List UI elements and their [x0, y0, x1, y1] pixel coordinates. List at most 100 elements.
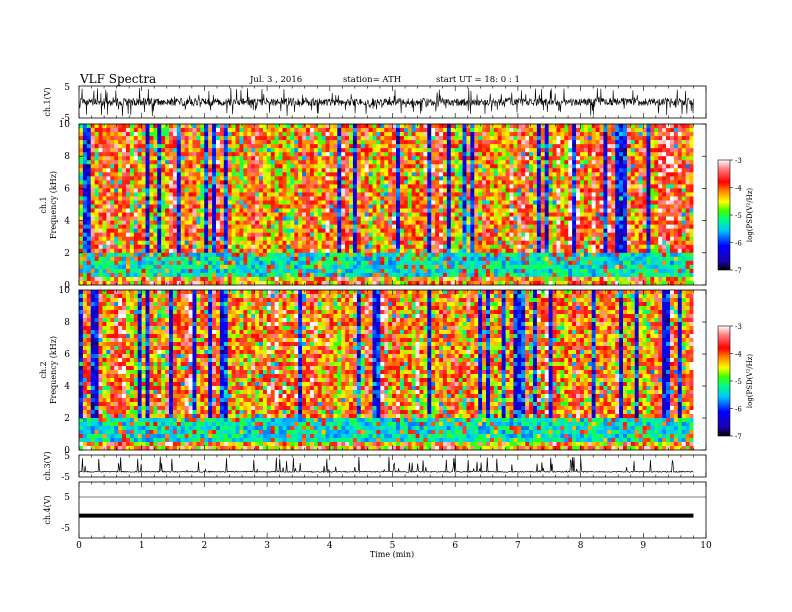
spectrogram-cell	[364, 228, 369, 233]
spectrogram-cell	[302, 252, 307, 258]
spectrogram-cell	[125, 240, 131, 246]
spectrogram-cell	[251, 252, 256, 258]
spectrogram-cell	[505, 260, 510, 266]
spectrogram-cell	[372, 176, 377, 181]
spectrogram-cell	[333, 212, 338, 217]
spectrogram-cell	[372, 156, 377, 161]
spectrogram-cell	[560, 136, 565, 141]
spectrogram-cell	[540, 252, 546, 258]
spectrogram-cell	[513, 168, 518, 173]
spectrogram-cell	[435, 168, 440, 173]
spectrogram-cell	[345, 212, 350, 217]
spectrogram-cell	[407, 192, 412, 197]
spectrogram-cell	[110, 192, 115, 197]
spectrogram-cell	[102, 200, 107, 205]
spectrogram-cell	[407, 180, 412, 185]
spectrogram-cell	[200, 124, 205, 129]
spectrogram-cell	[540, 160, 546, 165]
spectrogram-cell	[290, 260, 295, 266]
spectrogram-cell	[337, 200, 342, 205]
spectrogram-cell	[403, 180, 409, 185]
spectrogram-cell	[278, 176, 283, 181]
spectrogram-cell	[540, 228, 546, 233]
spectrogram-cell	[302, 204, 307, 209]
spectrogram-cell	[345, 164, 350, 169]
spectrogram-cell	[122, 196, 127, 201]
spectrogram-cell	[141, 240, 146, 246]
spectrogram-cell	[329, 208, 334, 213]
spectrogram-cell	[278, 232, 283, 238]
spectrogram-cell	[125, 244, 131, 250]
spectrogram-cell	[489, 156, 495, 161]
spectrogram-cell	[560, 148, 565, 153]
spectrogram-cell	[172, 176, 178, 181]
spectrogram-cell	[329, 156, 334, 161]
spectrogram-cell	[94, 168, 99, 173]
spectrogram-cell	[513, 156, 518, 161]
spectrogram-cell	[501, 176, 506, 181]
spectrogram-cell	[286, 140, 291, 145]
spectrogram-cell	[564, 192, 569, 197]
spectrogram-cell	[501, 268, 506, 274]
spectrogram-cell	[282, 128, 287, 133]
spectrogram-cell	[360, 260, 365, 266]
spectrogram-cell	[337, 248, 342, 254]
spectrogram-cell	[243, 144, 248, 149]
spectrogram-cell	[466, 180, 471, 185]
spectrogram-cell	[497, 188, 502, 193]
spectrogram-cell	[212, 260, 217, 266]
spectrogram-cell	[196, 204, 201, 209]
spectrogram-cell	[474, 140, 479, 145]
spectrogram-cell	[227, 172, 232, 177]
spectrogram-cell	[239, 184, 244, 189]
spectrogram-cell	[501, 180, 506, 185]
spectrogram-cell	[313, 136, 319, 141]
spectrogram-cell	[306, 192, 311, 197]
spectrogram-cell	[157, 180, 162, 185]
spectrogram-cell	[282, 148, 287, 153]
spectrogram-cell	[196, 140, 201, 145]
spectrogram-cell	[270, 216, 275, 221]
spectrogram-cell	[149, 220, 154, 225]
spectrogram-cell	[208, 184, 213, 189]
spectrogram-cell	[298, 236, 303, 242]
spectrogram-cell	[239, 176, 244, 181]
spectrogram-cell	[255, 184, 260, 189]
spectrogram-cell	[176, 200, 182, 205]
spectrogram-cell	[169, 160, 174, 165]
spectrogram-cell	[470, 200, 475, 205]
spectrogram-cell	[262, 188, 268, 193]
spectrogram-cell	[329, 164, 334, 169]
spectrogram-cell	[90, 196, 95, 201]
spectrogram-cell	[196, 188, 201, 193]
spectrogram-cell	[145, 276, 150, 282]
spectrogram-cell	[325, 124, 330, 129]
spectrogram-cell	[188, 124, 193, 129]
spectrogram-cell	[302, 228, 307, 233]
spectrogram-cell	[157, 132, 162, 137]
spectrogram-cell	[145, 224, 150, 229]
spectrogram-cell	[94, 204, 99, 209]
spectrogram-cell	[384, 272, 389, 278]
spectrogram-cell	[153, 212, 158, 217]
spectrogram-cell	[259, 128, 264, 133]
spectrogram-cell	[172, 268, 178, 274]
spectrogram-cell	[372, 168, 377, 173]
spectrogram-cell	[470, 172, 475, 177]
spectrogram-cell	[141, 280, 146, 286]
spectrogram-cell	[125, 248, 131, 254]
spectrogram-cell	[384, 252, 389, 258]
spectrogram-cell	[423, 264, 428, 270]
spectrogram-cell	[333, 244, 338, 250]
spectrogram-cell	[439, 264, 444, 270]
spectrogram-cell	[360, 132, 365, 137]
spectrogram-cell	[493, 180, 499, 185]
spectrogram-cell	[544, 164, 549, 169]
spectrogram-cell	[388, 128, 393, 133]
spectrogram-cell	[337, 216, 342, 221]
spectrogram-cell	[407, 176, 412, 181]
spectrogram-cell	[309, 140, 315, 145]
spectrogram-cell	[231, 208, 236, 213]
spectrogram-cell	[497, 124, 502, 129]
spectrogram-cell	[376, 132, 381, 137]
